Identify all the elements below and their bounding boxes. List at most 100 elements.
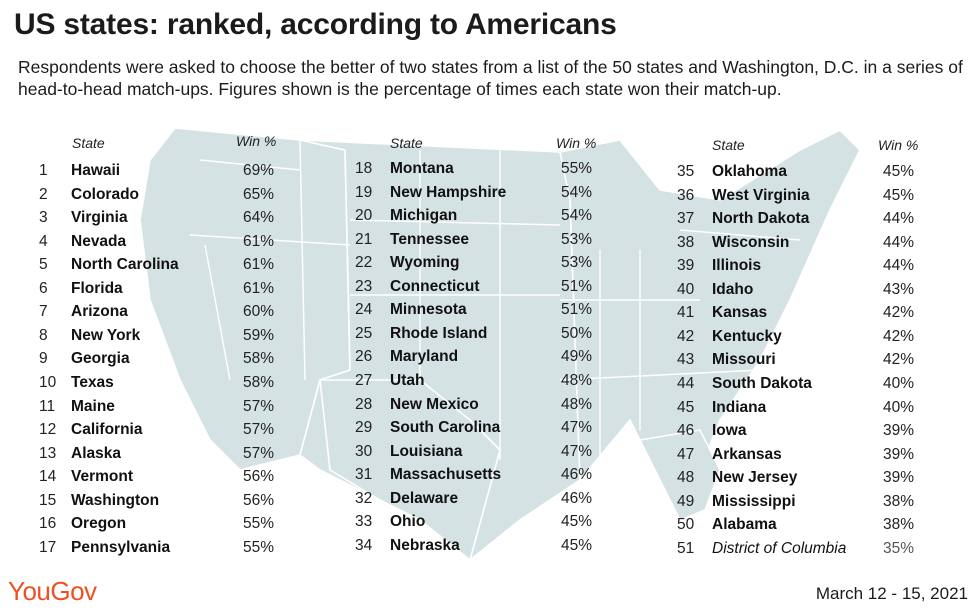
table-row: 4 Nevada 61% <box>0 231 980 253</box>
chart-title: US states: ranked, according to American… <box>14 8 617 41</box>
rank-number: 14 <box>39 468 57 486</box>
table-row: 13 Alaska 57% <box>0 443 980 465</box>
state-name: Colorado <box>71 185 140 203</box>
state-name: South Carolina <box>390 419 501 437</box>
table-row: 9 Georgia 58% <box>0 348 980 370</box>
rank-number: 32 <box>355 489 373 507</box>
rank-number: 40 <box>677 280 695 298</box>
state-name: Wyoming <box>390 254 460 272</box>
rank-number: 42 <box>677 327 695 345</box>
state-name: Maine <box>71 397 115 415</box>
table-row: 36 West Virginia 45% <box>0 185 980 207</box>
rank-number: 2 <box>39 185 48 203</box>
state-name: Wisconsin <box>712 233 790 251</box>
table-row: 5 North Carolina 61% <box>0 254 980 276</box>
win-percentage: 61% <box>242 232 274 250</box>
win-percentage: 53% <box>560 230 592 248</box>
rank-number: 50 <box>677 516 695 534</box>
state-name: Washington <box>71 491 160 509</box>
state-name: Massachusetts <box>390 466 502 484</box>
state-name: Florida <box>71 279 123 297</box>
rank-number: 44 <box>677 374 695 392</box>
rank-number: 25 <box>355 324 373 342</box>
table-row: 18 Montana 55% <box>0 158 980 180</box>
table-row: 24 Minnesota 51% <box>0 299 980 321</box>
state-name: Oklahoma <box>712 163 787 180</box>
rank-number: 21 <box>355 230 373 248</box>
rank-number: 47 <box>677 445 695 463</box>
rank-number: 13 <box>39 444 57 462</box>
table-row: 39 Illinois 44% <box>0 255 980 277</box>
win-percentage: 45% <box>882 186 914 204</box>
state-name: New Jersey <box>712 469 798 487</box>
state-name: Idaho <box>712 280 754 298</box>
table-row: 44 South Dakota 40% <box>0 373 980 395</box>
win-percentage: 39% <box>882 469 914 487</box>
table-row: 17 Pennsylvania 55% <box>0 537 980 559</box>
state-name: Minnesota <box>390 301 467 319</box>
state-name: Alaska <box>71 444 121 462</box>
state-name: Louisiana <box>390 442 463 460</box>
state-name: Hawaii <box>71 162 121 179</box>
win-percentage: 64% <box>242 209 274 227</box>
rank-number: 29 <box>355 419 373 437</box>
table-row: 29 South Carolina 47% <box>0 417 980 439</box>
rank-number: 31 <box>355 466 373 484</box>
table-row: 43 Missouri 42% <box>0 349 980 371</box>
rank-number: 23 <box>355 277 373 295</box>
table-row: 46 Iowa 39% <box>0 420 980 442</box>
table-row: 47 Arkansas 39% <box>0 444 980 466</box>
win-percentage: 55% <box>242 538 274 556</box>
state-name: Mississippi <box>712 492 796 510</box>
table-row: 28 New Mexico 48% <box>0 394 980 416</box>
win-percentage: 40% <box>882 374 914 392</box>
column-header-win: Win % <box>878 137 919 153</box>
state-name: Michigan <box>390 207 458 225</box>
win-percentage: 57% <box>242 397 274 415</box>
win-percentage: 46% <box>560 466 592 484</box>
win-percentage: 43% <box>882 280 914 298</box>
state-name: West Virginia <box>712 186 810 204</box>
table-row: 8 New York 59% <box>0 325 980 347</box>
win-percentage: 69% <box>242 162 274 179</box>
table-row: 19 New Hampshire 54% <box>0 182 980 204</box>
rank-number: 20 <box>355 207 373 225</box>
win-percentage: 45% <box>882 163 914 180</box>
table-row: 7 Arizona 60% <box>0 301 980 323</box>
rank-number: 8 <box>39 326 48 344</box>
state-name: Vermont <box>71 468 134 486</box>
win-percentage: 38% <box>882 516 914 534</box>
table-row: 35 Oklahoma 45% <box>0 161 980 183</box>
rank-number: 7 <box>39 303 48 321</box>
win-percentage: 48% <box>560 395 592 413</box>
state-name: Arizona <box>71 303 128 321</box>
win-percentage: 56% <box>242 468 274 486</box>
rank-number: 46 <box>677 422 695 440</box>
state-name: Oregon <box>71 515 127 533</box>
rank-number: 36 <box>677 186 695 204</box>
state-name: Texas <box>71 373 114 391</box>
state-name: Montana <box>390 160 454 177</box>
rank-number: 45 <box>677 398 695 416</box>
rank-number: 15 <box>39 491 57 509</box>
table-row: 51 District of Columbia 35% <box>0 538 980 560</box>
win-percentage: 40% <box>882 398 914 416</box>
state-name: District of Columbia <box>712 539 847 557</box>
rank-number: 41 <box>677 304 695 322</box>
table-row: 37 North Dakota 44% <box>0 208 980 230</box>
win-percentage: 51% <box>560 277 592 295</box>
state-name: Alabama <box>712 516 777 534</box>
rank-number: 48 <box>677 469 695 487</box>
table-row: 41 Kansas 42% <box>0 302 980 324</box>
rank-number: 10 <box>39 373 57 391</box>
win-percentage: 61% <box>242 279 274 297</box>
win-percentage: 60% <box>242 303 274 321</box>
table-row: 10 Texas 58% <box>0 372 980 394</box>
state-name: Kentucky <box>712 327 782 345</box>
table-row: 26 Maryland 49% <box>0 346 980 368</box>
rank-number: 51 <box>677 539 695 557</box>
state-name: Virginia <box>71 209 128 227</box>
table-row: 45 Indiana 40% <box>0 397 980 419</box>
rank-number: 37 <box>677 210 695 228</box>
table-row: 50 Alabama 38% <box>0 514 980 536</box>
